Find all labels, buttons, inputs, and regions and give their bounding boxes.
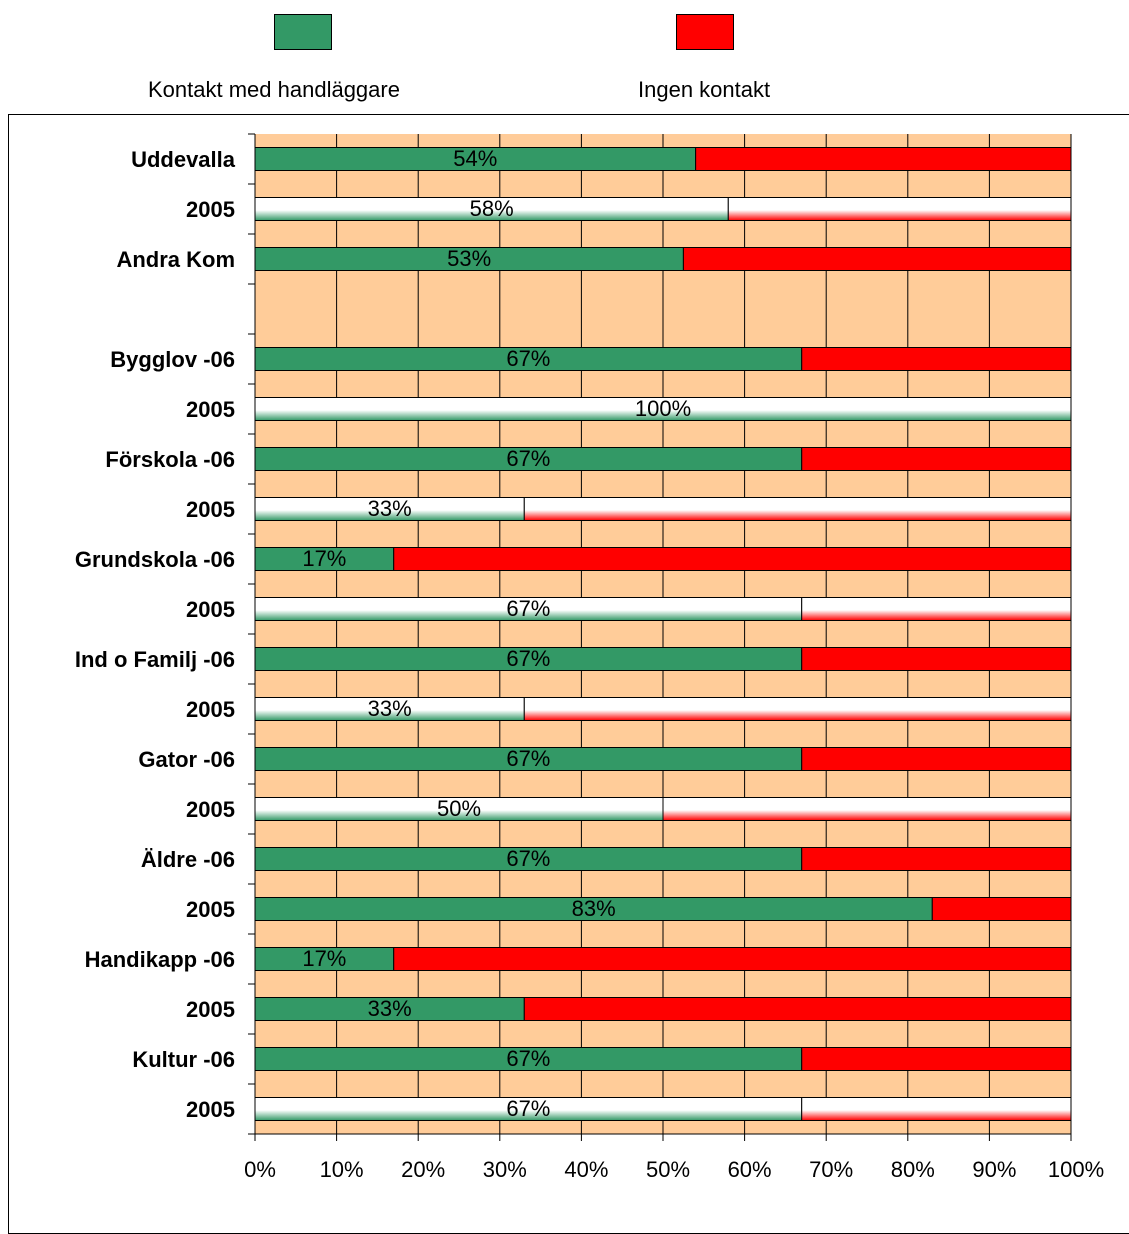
legend-swatch-no-contact: [676, 14, 734, 50]
category-label: Uddevalla: [131, 147, 236, 172]
data-label: 67%: [506, 446, 550, 471]
legend-label-no-contact: Ingen kontakt: [638, 77, 771, 102]
x-tick-label: 80%: [891, 1157, 935, 1182]
data-label: 54%: [453, 146, 497, 171]
category-label: 2005: [186, 697, 235, 722]
legend-swatch-contact: [274, 14, 332, 50]
data-label: 33%: [368, 696, 412, 721]
bar-segment-no-contact: [393, 947, 1072, 971]
category-label: Kultur -06: [132, 1047, 235, 1072]
category-label: 2005: [186, 797, 235, 822]
bar-segment-no-contact: [801, 1047, 1072, 1071]
data-label: 67%: [506, 1046, 550, 1071]
x-tick-label: 10%: [320, 1157, 364, 1182]
category-label: 2005: [186, 197, 235, 222]
bar-segment-no-contact: [801, 1097, 1072, 1121]
x-tick-label: 60%: [728, 1157, 772, 1182]
bar-segment-no-contact: [727, 197, 1072, 221]
bar-segment-no-contact: [523, 997, 1072, 1021]
category-label: 2005: [186, 997, 235, 1022]
category-label: Andra Kom: [116, 247, 235, 272]
category-label: Förskola -06: [105, 447, 235, 472]
bar-segment-no-contact: [801, 447, 1072, 471]
bar-segment-no-contact: [801, 647, 1072, 671]
data-label: 67%: [506, 746, 550, 771]
data-label: 67%: [506, 846, 550, 871]
category-label: Bygglov -06: [110, 347, 235, 372]
x-tick-label: 0%: [244, 1157, 276, 1182]
data-label: 67%: [506, 646, 550, 671]
bar-segment-no-contact: [801, 847, 1072, 871]
bar-segment-no-contact: [695, 147, 1072, 171]
category-label: Handikapp -06: [85, 947, 235, 972]
bar-segment-no-contact: [523, 497, 1072, 521]
category-label: 2005: [186, 897, 235, 922]
data-label: 33%: [368, 996, 412, 1021]
category-label: 2005: [186, 397, 235, 422]
bar-segment-no-contact: [682, 247, 1072, 271]
x-tick-label: 70%: [809, 1157, 853, 1182]
category-label: Ind o Familj -06: [75, 647, 235, 672]
bar-segment-no-contact: [801, 347, 1072, 371]
category-label: 2005: [186, 497, 235, 522]
category-label: 2005: [186, 1097, 235, 1122]
data-label: 67%: [506, 346, 550, 371]
data-label: 50%: [437, 796, 481, 821]
category-label: 2005: [186, 597, 235, 622]
bar-segment-no-contact: [662, 797, 1072, 821]
x-tick-label: 20%: [401, 1157, 445, 1182]
data-label: 33%: [368, 496, 412, 521]
data-label: 17%: [302, 546, 346, 571]
x-tick-label: 100%: [1048, 1157, 1104, 1182]
bar-segment-no-contact: [393, 547, 1072, 571]
x-tick-label: 40%: [564, 1157, 608, 1182]
data-label: 83%: [572, 896, 616, 921]
data-label: 53%: [447, 246, 491, 271]
data-label: 17%: [302, 946, 346, 971]
data-label: 67%: [506, 1096, 550, 1121]
x-tick-label: 90%: [972, 1157, 1016, 1182]
category-label: Äldre -06: [141, 847, 235, 872]
x-tick-label: 50%: [646, 1157, 690, 1182]
bar-segment-no-contact: [801, 597, 1072, 621]
data-label: 58%: [470, 196, 514, 221]
x-tick-label: 30%: [483, 1157, 527, 1182]
data-label: 100%: [635, 396, 691, 421]
bar-segment-no-contact: [523, 697, 1072, 721]
category-label: Gator -06: [138, 747, 235, 772]
category-label: Grundskola -06: [75, 547, 235, 572]
bar-segment-no-contact: [931, 897, 1072, 921]
bar-segment-no-contact: [801, 747, 1072, 771]
legend-label-contact: Kontakt med handläggare: [148, 77, 400, 102]
data-label: 67%: [506, 596, 550, 621]
